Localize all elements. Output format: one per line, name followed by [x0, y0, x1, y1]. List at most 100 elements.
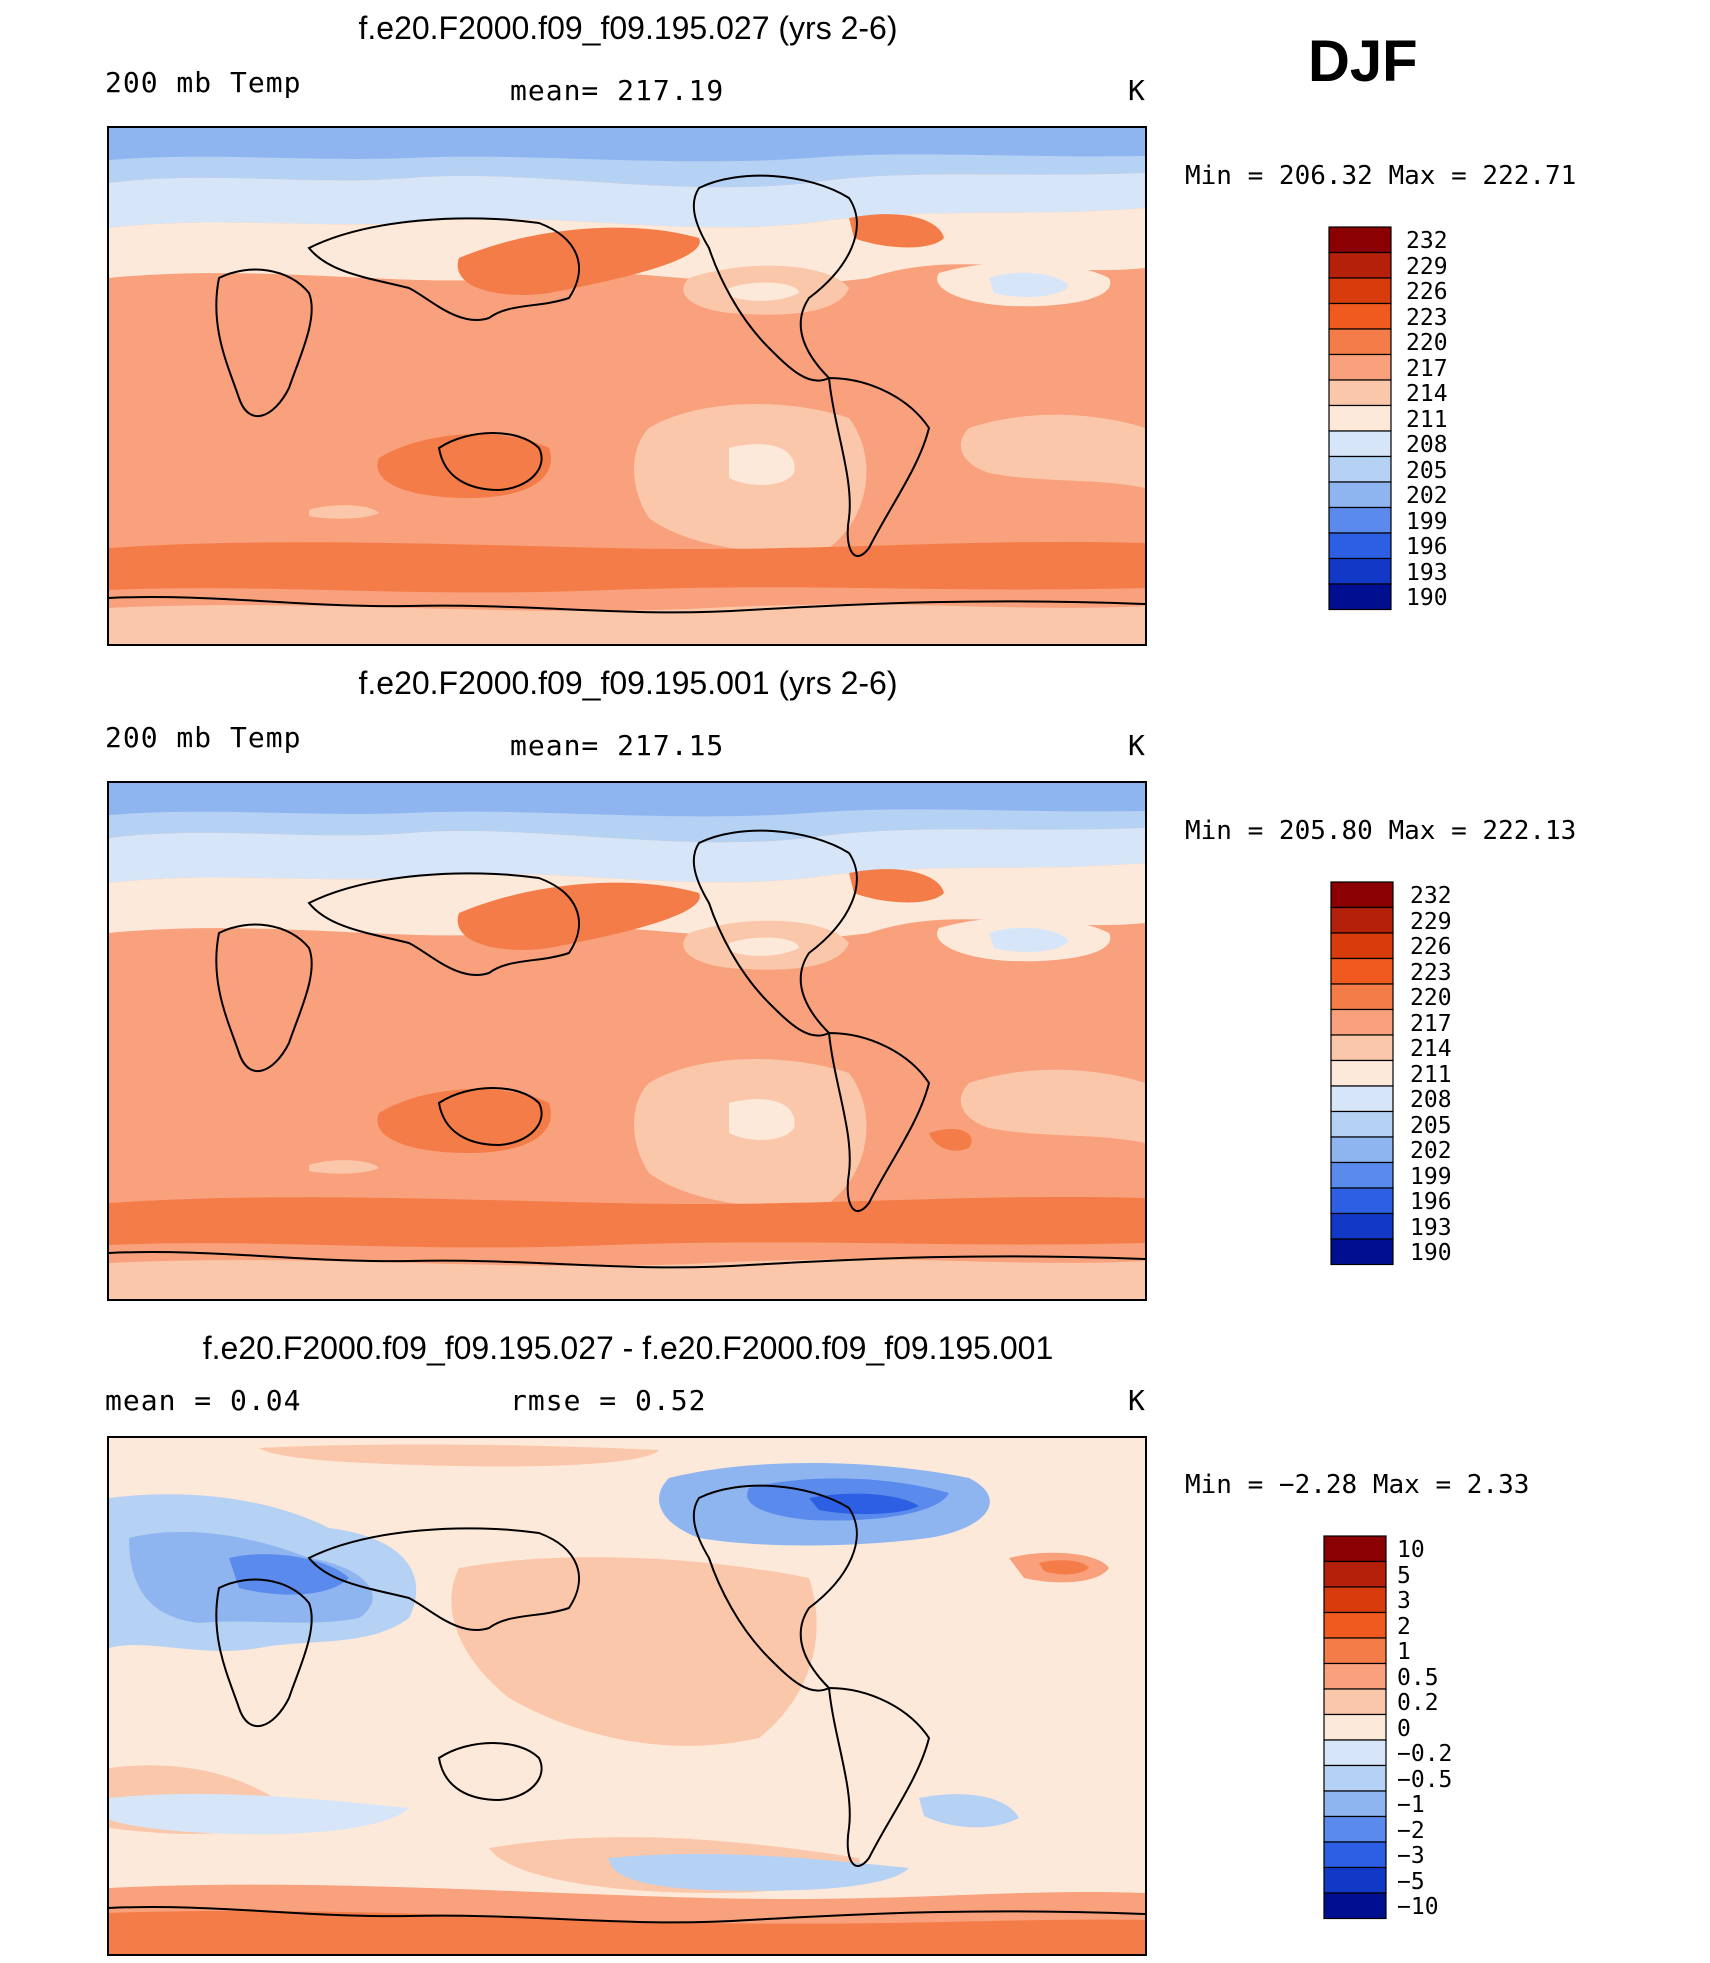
colorbar-label: 223 [1410, 959, 1452, 986]
colorbar-label: −5 [1397, 1868, 1425, 1895]
colorbar-label: 211 [1410, 1061, 1452, 1088]
colorbar-box [1330, 1085, 1394, 1113]
colorbar-box [1330, 881, 1394, 909]
season-label: DJF [1308, 29, 1418, 94]
panel-2-minmax: Min = 205.80 Max = 222.13 [1185, 816, 1577, 846]
cool-region [729, 1099, 795, 1140]
colorbar-box [1330, 1187, 1394, 1215]
colorbar-box [1323, 1739, 1387, 1767]
colorbar-label: −0.5 [1397, 1766, 1453, 1793]
colorbar-box [1330, 932, 1394, 960]
colorbar-box [1328, 328, 1392, 356]
cool-region [309, 1160, 379, 1174]
colorbar-label: 205 [1410, 1112, 1452, 1139]
coastline [692, 1484, 858, 1692]
cool-region [309, 505, 379, 519]
colorbar-box [1328, 481, 1392, 509]
colorbar-box [1323, 1790, 1387, 1818]
colorbar-label: 190 [1406, 585, 1448, 611]
colorbar-box [1330, 1212, 1394, 1240]
colorbar-label: 199 [1410, 1163, 1452, 1190]
colorbar-label: 214 [1406, 381, 1448, 407]
cool-region [989, 272, 1069, 298]
coastline [109, 1250, 1145, 1269]
cool-region [729, 937, 799, 956]
colorbar-label: 217 [1410, 1010, 1452, 1037]
panel-2-mean: mean= 217.15 [510, 729, 725, 762]
colorbar-box [1328, 277, 1392, 305]
panel-1-variable: 200 mb Temp [105, 66, 302, 99]
colorbar-box [1323, 1892, 1387, 1920]
coastline [215, 268, 313, 418]
colorbar-label: 202 [1410, 1138, 1452, 1164]
colorbar-label: −1 [1397, 1792, 1425, 1818]
colorbar-box [1330, 1059, 1394, 1087]
cool-region [109, 1793, 409, 1835]
coastline [827, 1686, 931, 1867]
colorbar-label: 5 [1397, 1562, 1411, 1589]
coastline [692, 829, 858, 1037]
colorbar-label: 190 [1410, 1240, 1452, 1266]
coastline [437, 432, 543, 492]
colorbar-box [1328, 455, 1392, 483]
colorbar-label: −2 [1397, 1817, 1425, 1844]
colorbar-box [1323, 1688, 1387, 1716]
colorbar-box [1323, 1866, 1387, 1894]
panel-1-minmax: Min = 206.32 Max = 222.71 [1185, 161, 1577, 191]
colorbar-box [1323, 1815, 1387, 1843]
colorbar-label: 193 [1410, 1214, 1452, 1241]
cool-region [919, 1794, 1019, 1828]
colorbar-label: 211 [1406, 406, 1448, 433]
colorbar-label: 208 [1406, 432, 1448, 458]
warm-region [377, 434, 551, 498]
warm-region [451, 1557, 817, 1746]
warm-region [109, 1910, 1145, 1954]
cool-region [960, 1069, 1145, 1143]
colorbar-box [1328, 353, 1392, 381]
colorbar-box [1323, 1637, 1387, 1665]
colorbar-box [1328, 583, 1392, 611]
panel-3-rmse: rmse = 0.52 [510, 1384, 707, 1417]
colorbar-boxes [1330, 881, 1394, 1266]
colorbar-label: 0.5 [1397, 1664, 1439, 1691]
coastline [109, 595, 1145, 614]
colorbar-box [1330, 1034, 1394, 1062]
colorbar-box [1328, 404, 1392, 432]
colorbar-box [1330, 1136, 1394, 1164]
panel-1-map [107, 126, 1147, 646]
colorbar-box [1323, 1662, 1387, 1690]
colorbar-label: 220 [1410, 985, 1452, 1011]
colorbar-label: 232 [1406, 228, 1448, 254]
panel-2-variable: 200 mb Temp [105, 721, 302, 754]
coastline [307, 872, 580, 976]
colorbar-label: 220 [1406, 330, 1448, 356]
panel-2-field [109, 783, 1145, 1299]
panel-2-map [107, 781, 1147, 1301]
colorbar-label: 199 [1406, 508, 1448, 535]
colorbar-label: 0.2 [1397, 1690, 1439, 1716]
panel-1-field [109, 128, 1145, 644]
colorbar-box [1323, 1841, 1387, 1869]
panel-1-title: f.e20.F2000.f09_f09.195.027 (yrs 2-6) [358, 10, 898, 46]
cool-region [109, 1259, 1145, 1299]
coastline [215, 923, 313, 1073]
colorbar-box [1330, 1008, 1394, 1036]
colorbar-label: 229 [1410, 908, 1452, 935]
colorbar-label: 214 [1410, 1036, 1452, 1062]
warm-region [1039, 1560, 1089, 1575]
coastline [109, 1905, 1145, 1924]
colorbar-label: 202 [1406, 483, 1448, 509]
colorbar-label: −10 [1397, 1894, 1439, 1920]
colorbar-label: 1 [1397, 1639, 1411, 1665]
panel-3-title: f.e20.F2000.f09_f09.195.027 - f.e20.F200… [202, 1330, 1054, 1366]
panel-1-mean: mean= 217.19 [510, 74, 725, 107]
colorbar-box [1323, 1611, 1387, 1639]
panel-3-minmax: Min = −2.28 Max = 2.33 [1185, 1470, 1530, 1500]
colorbar-label: 205 [1406, 457, 1448, 484]
coastline [437, 1087, 543, 1147]
colorbar-box [1328, 532, 1392, 560]
colorbar-box [1323, 1560, 1387, 1588]
cool-region [989, 927, 1069, 953]
cool-region [809, 1493, 919, 1515]
colorbar-label: −0.2 [1397, 1741, 1453, 1767]
